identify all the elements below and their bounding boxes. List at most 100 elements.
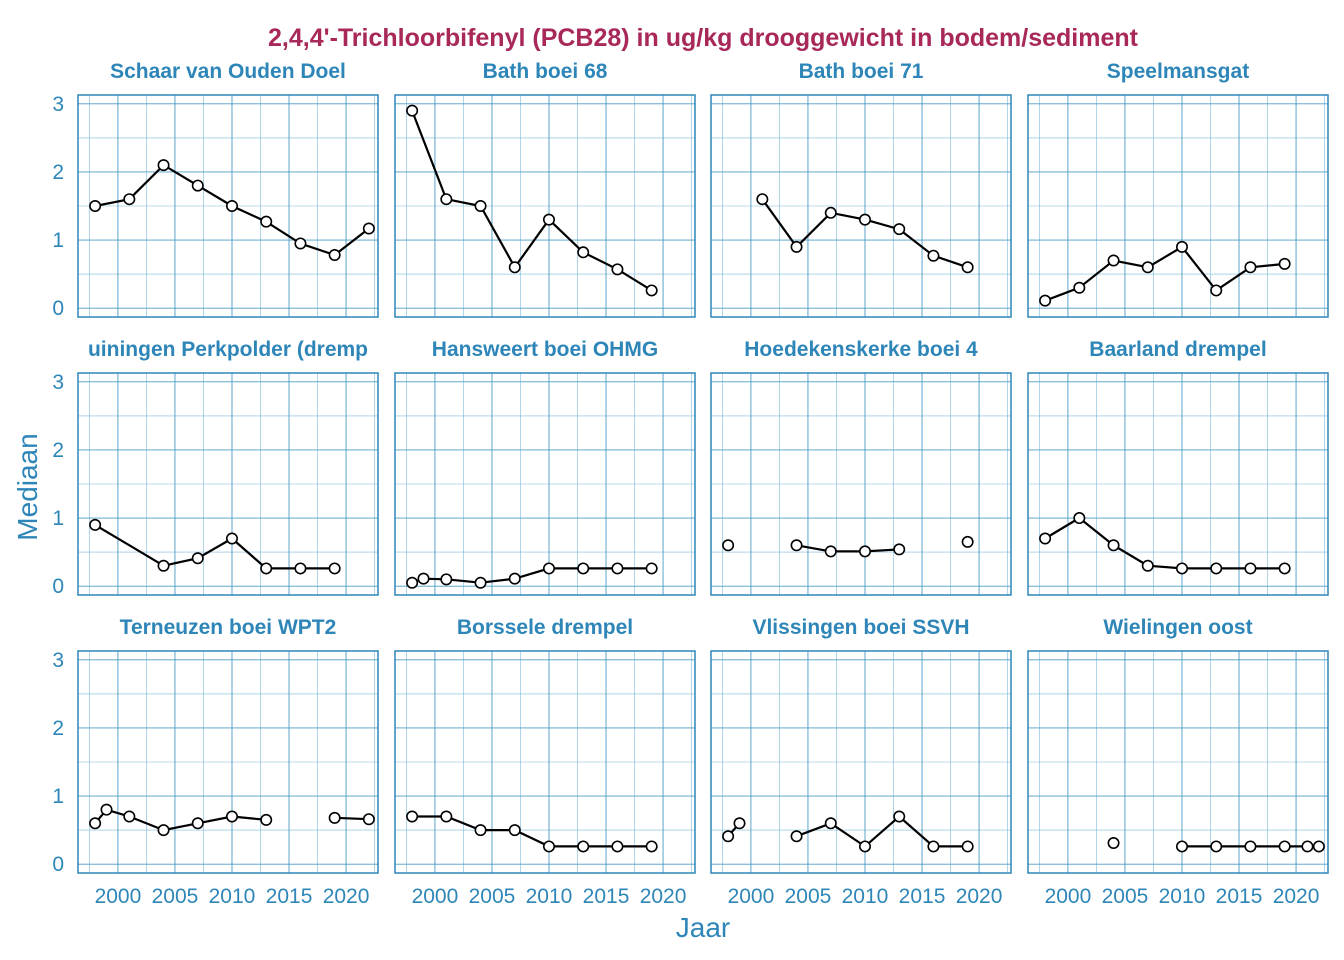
x-tick-label: 2010 bbox=[842, 885, 889, 908]
data-point bbox=[1141, 261, 1154, 274]
data-point bbox=[328, 811, 341, 824]
panel-title: Borssele drempel bbox=[457, 616, 633, 639]
x-tick-label: 2015 bbox=[899, 885, 946, 908]
x-tick-label: 2020 bbox=[640, 885, 687, 908]
x-tick-label: 2015 bbox=[1216, 885, 1263, 908]
data-point bbox=[440, 573, 453, 586]
x-tick-label: 2010 bbox=[1159, 885, 1206, 908]
x-tick-label: 2005 bbox=[152, 885, 199, 908]
y-axis-title: Mediaan bbox=[12, 433, 43, 540]
series-line bbox=[796, 815, 968, 848]
panel-title: Wielingen oost bbox=[1103, 616, 1252, 639]
panel-title: Baarland drempel bbox=[1089, 338, 1266, 361]
panel-title: Bath boei 71 bbox=[799, 60, 924, 83]
data-point bbox=[927, 249, 940, 262]
x-tick-label: 2000 bbox=[95, 885, 142, 908]
panel-border bbox=[1027, 372, 1329, 596]
data-point bbox=[645, 284, 658, 297]
data-point bbox=[440, 193, 453, 206]
data-point bbox=[611, 840, 624, 853]
data-point bbox=[790, 830, 803, 843]
data-point bbox=[406, 104, 419, 117]
data-point bbox=[722, 539, 735, 552]
data-point bbox=[1175, 562, 1188, 575]
x-tick-label: 2000 bbox=[412, 885, 459, 908]
data-point bbox=[893, 543, 906, 556]
data-point bbox=[858, 213, 871, 226]
panel-border bbox=[394, 650, 696, 874]
data-point bbox=[157, 559, 170, 572]
facet-panel: Hoedekenskerke boei 4 bbox=[710, 338, 1012, 596]
data-point bbox=[961, 261, 974, 274]
panel-title: Hoedekenskerke boei 4 bbox=[744, 338, 978, 361]
panel-title: uiningen Perkpolder (dremp bbox=[88, 338, 368, 361]
x-tick-label: 2005 bbox=[469, 885, 516, 908]
panel-border bbox=[1027, 94, 1329, 318]
x-tick-label: 2000 bbox=[1045, 885, 1092, 908]
data-point bbox=[406, 810, 419, 823]
data-point bbox=[440, 810, 453, 823]
data-point bbox=[474, 576, 487, 589]
y-tick-label: 1 bbox=[52, 229, 64, 252]
facet-panel: Schaar van Ouden Doel 0 1 2 3 bbox=[52, 60, 379, 320]
data-point bbox=[1244, 562, 1257, 575]
data-point bbox=[417, 572, 430, 585]
facet-panel: Wielingen oost 2000 2005 2010 2015 2020 bbox=[1027, 616, 1329, 908]
panel-border bbox=[1027, 650, 1329, 874]
data-point bbox=[577, 246, 590, 259]
data-point bbox=[542, 213, 555, 226]
panel-title: Vlissingen boei SSVH bbox=[752, 616, 969, 639]
panel-border bbox=[710, 650, 1012, 874]
data-point bbox=[790, 240, 803, 253]
panel-border bbox=[710, 372, 1012, 596]
data-point bbox=[1039, 294, 1052, 307]
data-point bbox=[1073, 281, 1086, 294]
data-point bbox=[858, 840, 871, 853]
data-point bbox=[260, 215, 273, 228]
data-point bbox=[225, 532, 238, 545]
facet-panel: uiningen Perkpolder (dremp 0 1 2 3 bbox=[52, 338, 379, 598]
panel-border bbox=[710, 94, 1012, 318]
x-tick-label: 2015 bbox=[583, 885, 630, 908]
data-point bbox=[89, 518, 102, 531]
y-tick-label: 1 bbox=[52, 785, 64, 808]
x-tick-label: 2010 bbox=[526, 885, 573, 908]
x-tick-label: 2000 bbox=[728, 885, 775, 908]
y-tick-label: 3 bbox=[52, 371, 64, 394]
data-point bbox=[123, 193, 136, 206]
y-tick-label: 0 bbox=[52, 575, 64, 598]
data-point bbox=[225, 810, 238, 823]
data-point bbox=[1175, 840, 1188, 853]
data-point bbox=[611, 562, 624, 575]
data-point bbox=[191, 179, 204, 192]
data-point bbox=[645, 562, 658, 575]
data-point bbox=[328, 249, 341, 262]
data-point bbox=[508, 261, 521, 274]
data-point bbox=[1210, 840, 1223, 853]
x-tick-label: 2015 bbox=[266, 885, 313, 908]
data-point bbox=[100, 803, 113, 816]
data-point bbox=[123, 810, 136, 823]
series-line bbox=[796, 544, 900, 553]
data-point bbox=[1039, 532, 1052, 545]
facet-panel: Borssele drempel 2000 2005 2010 2015 2020 bbox=[394, 616, 696, 908]
data-point bbox=[406, 576, 419, 589]
data-point bbox=[577, 562, 590, 575]
facet-panel: Terneuzen boei WPT2 0 1 2 3 2000 2005 2010 2015 2… bbox=[52, 616, 379, 908]
data-point bbox=[1175, 240, 1188, 253]
data-point bbox=[961, 840, 974, 853]
x-axis-title: Jaar bbox=[676, 912, 730, 943]
panel-title: Schaar van Ouden Doel bbox=[110, 60, 346, 83]
panel-title: Hansweert boei OHMG bbox=[432, 338, 658, 361]
series-line bbox=[94, 523, 335, 570]
data-point bbox=[858, 545, 871, 558]
data-point bbox=[722, 830, 735, 843]
data-point bbox=[294, 562, 307, 575]
panel-border bbox=[77, 372, 379, 596]
data-point bbox=[362, 813, 375, 826]
data-point bbox=[733, 817, 746, 830]
data-point bbox=[294, 237, 307, 250]
data-point bbox=[1278, 840, 1291, 853]
y-tick-label: 2 bbox=[52, 161, 64, 184]
data-point bbox=[260, 813, 273, 826]
